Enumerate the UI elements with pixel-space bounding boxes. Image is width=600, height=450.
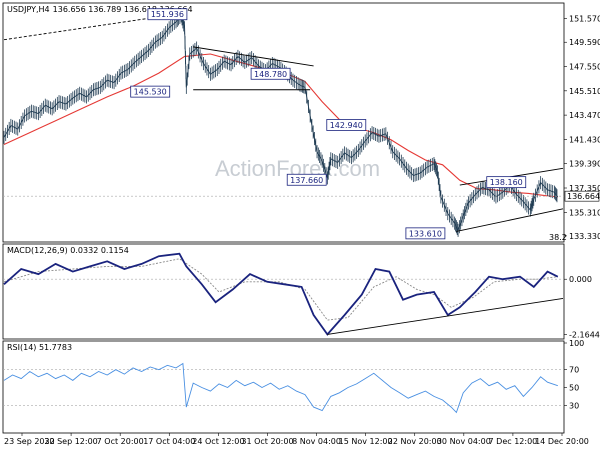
x-tick-label: 30 Sep 12:00 <box>44 437 97 446</box>
price-y-tick-label: 145.510 <box>569 87 600 96</box>
price-y-tick-label: 133.330 <box>569 232 600 241</box>
price-y-tick-label: 141.430 <box>569 135 600 144</box>
price-label-box <box>486 176 527 189</box>
x-tick-label: 7 Dec 12:00 <box>489 437 538 446</box>
price-trend-lines <box>3 13 564 232</box>
rsi-y-tick-label: 100 <box>569 339 584 348</box>
macd-panel-frame <box>2 243 565 340</box>
macd-title: MACD(12,26,9) 0.0332 0.1154 <box>7 246 129 255</box>
price-label: 142.940 <box>330 121 363 130</box>
macd-y-axis: 0.000 -2.1644 <box>564 275 600 340</box>
rsi-y-tick-label: 30 <box>569 401 579 410</box>
price-y-tick-label: 151.570 <box>569 15 600 24</box>
rsi-y-axis: 100 70 50 30 <box>3 339 584 410</box>
rsi-title: RSI(14) 51.7783 <box>7 343 72 352</box>
price-label: 151.936 <box>151 10 184 19</box>
price-chart-title: USDJPY,H4 136.656 136.789 136.618 136.664 <box>7 5 193 14</box>
price-y-tick-label: 135.310 <box>569 208 600 217</box>
macd-trend-line <box>327 297 564 335</box>
rsi-y-tick-label: 50 <box>569 384 579 393</box>
price-label-box <box>130 85 171 98</box>
price-label-box <box>405 227 446 240</box>
x-tick-label: 23 Sep 2022 <box>4 437 55 446</box>
price-label: 137.660 <box>290 176 323 185</box>
price-label-box <box>326 119 367 131</box>
trend-line <box>456 208 564 232</box>
x-tick-label: 7 Oct 20:00 <box>97 437 144 446</box>
price-annotations: 151.936 145.530 148.780 142.940 137.660 133.6… <box>130 8 527 240</box>
price-line <box>3 14 559 232</box>
price-label: 145.530 <box>134 88 167 97</box>
price-label: 133.610 <box>409 229 442 238</box>
price-y-tick-label: 137.350 <box>569 184 600 193</box>
x-tick-label: 30 Nov 04:00 <box>437 437 491 446</box>
x-tick-label: 8 Nov 04:00 <box>292 437 341 446</box>
x-tick-label: 14 Dec 20:00 <box>535 437 589 446</box>
price-panel-frame <box>2 2 565 243</box>
x-tick-label: 17 Oct 04:00 <box>143 437 195 446</box>
rsi-lines <box>3 362 558 414</box>
rsi-line <box>3 362 558 414</box>
x-tick-label: 31 Oct 20:00 <box>241 437 293 446</box>
symbol-title: USDJPY,H4 <box>7 5 50 14</box>
trend-line <box>193 46 314 67</box>
rsi-panel-frame <box>2 340 565 434</box>
current-price-label: 136.664 <box>567 192 600 201</box>
rsi-y-tick-label: 70 <box>569 366 579 375</box>
price-line-group <box>3 9 559 237</box>
price-label: 138.160 <box>490 178 523 187</box>
price-y-axis: 151.570 149.590 147.550 145.510 143.470 141.4… <box>564 15 600 241</box>
macd-line <box>3 252 559 336</box>
macd-y-tick-label: 0.000 <box>569 275 592 284</box>
x-tick-label: 22 Nov 20:00 <box>388 437 442 446</box>
fib-level-label: 38.2 <box>549 233 567 242</box>
macd-y-tick-label: -2.1644 <box>569 331 600 340</box>
ohlc-header: 136.656 136.789 136.618 136.664 <box>53 5 193 14</box>
price-y-tick-label: 143.470 <box>569 111 600 120</box>
x-tick-label: 15 Nov 12:00 <box>339 437 393 446</box>
current-price-box <box>564 190 600 202</box>
macd-lines <box>3 252 564 336</box>
price-label: 148.780 <box>254 70 287 79</box>
price-y-tick-label: 147.550 <box>569 63 600 72</box>
price-y-tick-label: 139.390 <box>569 160 600 169</box>
price-y-tick-label: 149.590 <box>569 38 600 47</box>
price-label-box <box>286 173 327 186</box>
x-tick-label: 24 Oct 12:00 <box>192 437 244 446</box>
price-label-box <box>147 8 188 21</box>
price-label-box <box>250 67 291 80</box>
